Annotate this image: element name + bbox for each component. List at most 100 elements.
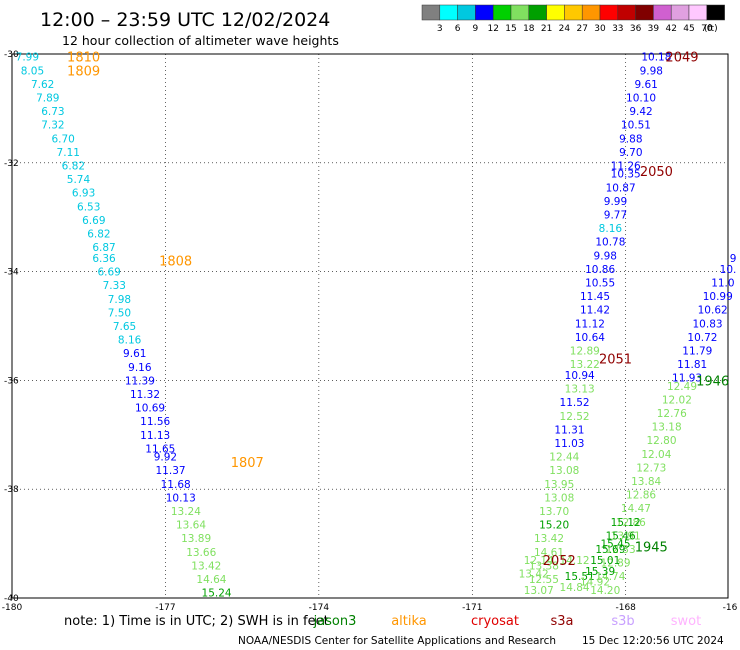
wave-height-point: 10.13	[166, 492, 196, 504]
wave-height-point: 7.50	[108, 307, 131, 319]
wave-height-point: 14.20	[590, 585, 620, 597]
wave-height-point: 11.03	[554, 438, 584, 450]
wave-height-point: 14.74	[595, 571, 625, 583]
grid-lines	[12, 54, 728, 598]
x-tick-label: -174	[309, 603, 330, 613]
wave-height-point: 9.42	[629, 106, 652, 118]
wave-height-point: 10.10	[626, 93, 656, 105]
pass-label: 2051	[599, 353, 632, 368]
wave-height-point: 13.70	[539, 506, 569, 518]
wave-height-point: 13.89	[181, 533, 211, 545]
satellite-s3a: s3a	[550, 614, 573, 629]
wave-height-point: 15.12	[611, 517, 641, 529]
wave-height-point: 13.08	[549, 465, 579, 477]
wave-height-point: 13.42	[534, 533, 564, 545]
legend-tick-label: 15	[505, 24, 516, 34]
wave-height-point: 6.69	[97, 267, 120, 279]
legend-swatch	[510, 4, 530, 21]
wave-height-point: 6.70	[51, 133, 74, 145]
wave-height-point: 9.99	[604, 196, 627, 208]
wave-height-point: 14.61	[534, 547, 564, 559]
wave-height-point: 11.65	[145, 443, 175, 455]
wave-height-point: 6.36	[92, 253, 116, 265]
wave-height-point: 6.82	[87, 229, 110, 241]
wave-height-point: 12.02	[662, 394, 692, 406]
pass-label: 2050	[640, 165, 673, 180]
wave-height-point: 10.69	[135, 403, 165, 415]
wave-height-point: 15.45	[600, 539, 630, 551]
satellite-altika: altika	[391, 614, 427, 629]
wave-height-point: 10.78	[595, 237, 625, 249]
wave-height-point: 10.51	[621, 120, 651, 132]
legend-tick-label: 12	[487, 24, 498, 34]
legend-swatch	[564, 4, 583, 21]
credit-text: NOAA/NESDIS Center for Satellite Applica…	[238, 635, 556, 647]
wave-height-point: 13.42	[519, 569, 549, 581]
wave-height-point: 12.89	[600, 558, 630, 570]
wave-height-point: 15.01	[590, 555, 620, 567]
wave-height-color-legend: 3 6 9 12 15 18 21 24 27 30 33 36 39 42 45 70(ft)	[421, 4, 725, 34]
pass-label: 1946	[696, 374, 729, 389]
pass-label: 1809	[67, 64, 100, 79]
wave-height-point: 11.0	[711, 277, 734, 289]
wave-height-point: 12.73	[636, 462, 666, 474]
wave-height-point: 13.64	[176, 520, 206, 532]
wave-height-point: 14.84	[560, 582, 590, 594]
legend-swatch	[706, 4, 725, 21]
legend-swatch	[421, 4, 441, 21]
legend-tick-label: 9	[473, 24, 479, 34]
legend-swatch	[617, 4, 636, 21]
wave-height-point: 7.99	[16, 52, 39, 64]
wave-height-point: 11.37	[156, 465, 186, 477]
wave-height-point: 11.56	[140, 416, 170, 428]
pass-label: 2052	[543, 554, 576, 569]
satellite-cryosat: cryosat	[471, 614, 519, 629]
wave-height-point: 11.81	[677, 359, 707, 371]
y-tick-label: -30	[4, 50, 19, 60]
y-tick-label: -38	[4, 485, 19, 495]
chart-title: 12:00 – 23:59 UTC 12/02/2024	[40, 9, 330, 31]
wave-height-point: 7.98	[108, 294, 131, 306]
wave-height-point: 13.91	[611, 530, 641, 542]
legend-swatch	[475, 4, 494, 21]
wave-height-point: 15.20	[539, 520, 569, 532]
wave-height-point: 12.33	[606, 544, 636, 556]
wave-height-point: 11.32	[130, 389, 160, 401]
wave-height-point: 13.66	[186, 547, 216, 559]
wave-height-point: 7.11	[57, 147, 80, 159]
wave-height-point: 11.13	[140, 430, 170, 442]
wave-height-point: 6.69	[82, 215, 105, 227]
x-tick-label: -180	[2, 603, 23, 613]
plot-frame	[11, 53, 729, 599]
legend-tick-label: 3	[437, 24, 443, 34]
legend-swatch	[653, 4, 672, 21]
wave-height-point: 13.18	[652, 422, 682, 434]
wave-height-point: 12.52	[560, 411, 590, 423]
legend-swatch	[492, 4, 512, 21]
wave-height-point: 9.61	[123, 348, 146, 360]
wave-height-point: 8.16	[599, 223, 623, 235]
wave-height-point: 11.93	[672, 373, 702, 385]
wave-height-point: 11.52	[560, 397, 590, 409]
wave-height-point: 7.62	[31, 79, 54, 91]
wave-height-point: 7.33	[103, 280, 126, 292]
pass-label: 1945	[635, 540, 668, 555]
satellite-s3b: s3b	[611, 614, 634, 629]
x-tick-label: -171	[462, 603, 482, 613]
wave-height-point: 13.42	[191, 560, 221, 572]
pass-label: 1807	[231, 456, 264, 471]
y-tick-label: -34	[4, 268, 19, 278]
wave-height-point: 11.12	[575, 318, 605, 330]
wave-height-point: 11.42	[580, 305, 610, 317]
legend-tick-label: 6	[455, 24, 461, 34]
satellite-jason3: jason3	[313, 614, 357, 629]
legend-tick-label: 70	[701, 24, 713, 34]
wave-height-point: 14.92	[580, 577, 610, 589]
legend-tick-label: 24	[559, 24, 571, 34]
wave-height-point: 12.80	[646, 435, 676, 447]
legend-swatch	[546, 4, 565, 21]
wave-height-point: 15.69	[595, 544, 625, 556]
legend-tick-label: 27	[576, 24, 587, 34]
wave-height-point: 6.87	[92, 242, 115, 254]
wave-height-point: 9.70	[619, 147, 642, 159]
